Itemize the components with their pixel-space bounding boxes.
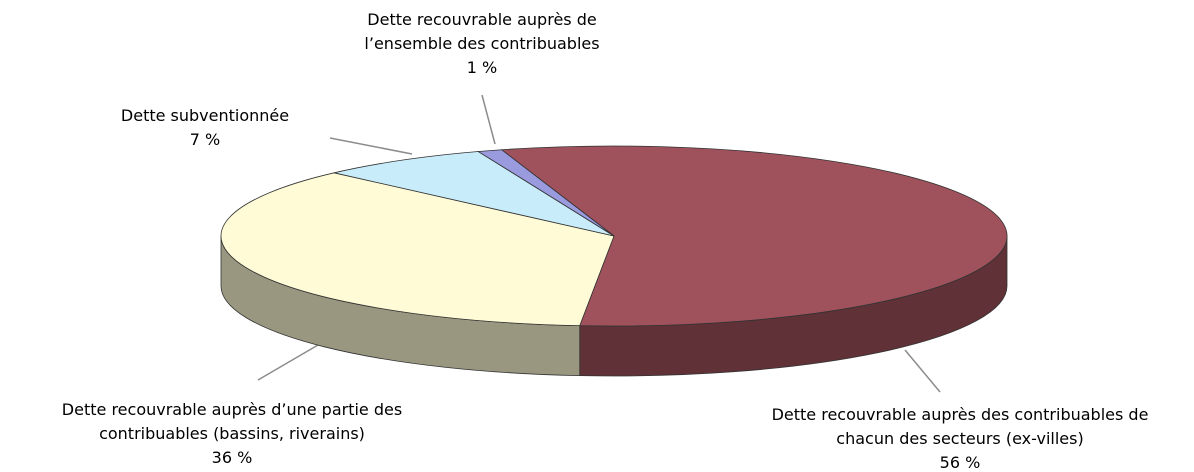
slice-label: Dette subventionnée 7 %	[121, 104, 289, 152]
slice	[500, 145, 1008, 327]
slice	[334, 151, 615, 237]
category-label: Dette recouvrable auprès de l’ensemble d…	[364, 10, 600, 53]
leader-line	[257, 344, 319, 381]
category-label: Dette subventionnée	[120, 106, 290, 125]
value-label: 1 %	[466, 58, 498, 77]
slice-label: Dette recouvrable auprès d’une partie de…	[62, 398, 402, 470]
slice	[477, 149, 615, 237]
leader-line	[904, 349, 941, 393]
category-label: Dette recouvrable auprès des contribuabl…	[771, 405, 1149, 448]
slice-label: Dette recouvrable auprès des contribuabl…	[772, 403, 1149, 472]
slice	[220, 172, 615, 327]
category-label: Dette recouvrable auprès d’une partie de…	[61, 400, 403, 443]
value-label: 56 %	[939, 453, 981, 472]
value-label: 36 %	[211, 448, 253, 467]
slice-label: Dette recouvrable auprès de l’ensemble d…	[364, 8, 599, 80]
leader-line	[329, 137, 413, 155]
value-label: 7 %	[189, 130, 221, 149]
leader-line	[481, 94, 496, 145]
